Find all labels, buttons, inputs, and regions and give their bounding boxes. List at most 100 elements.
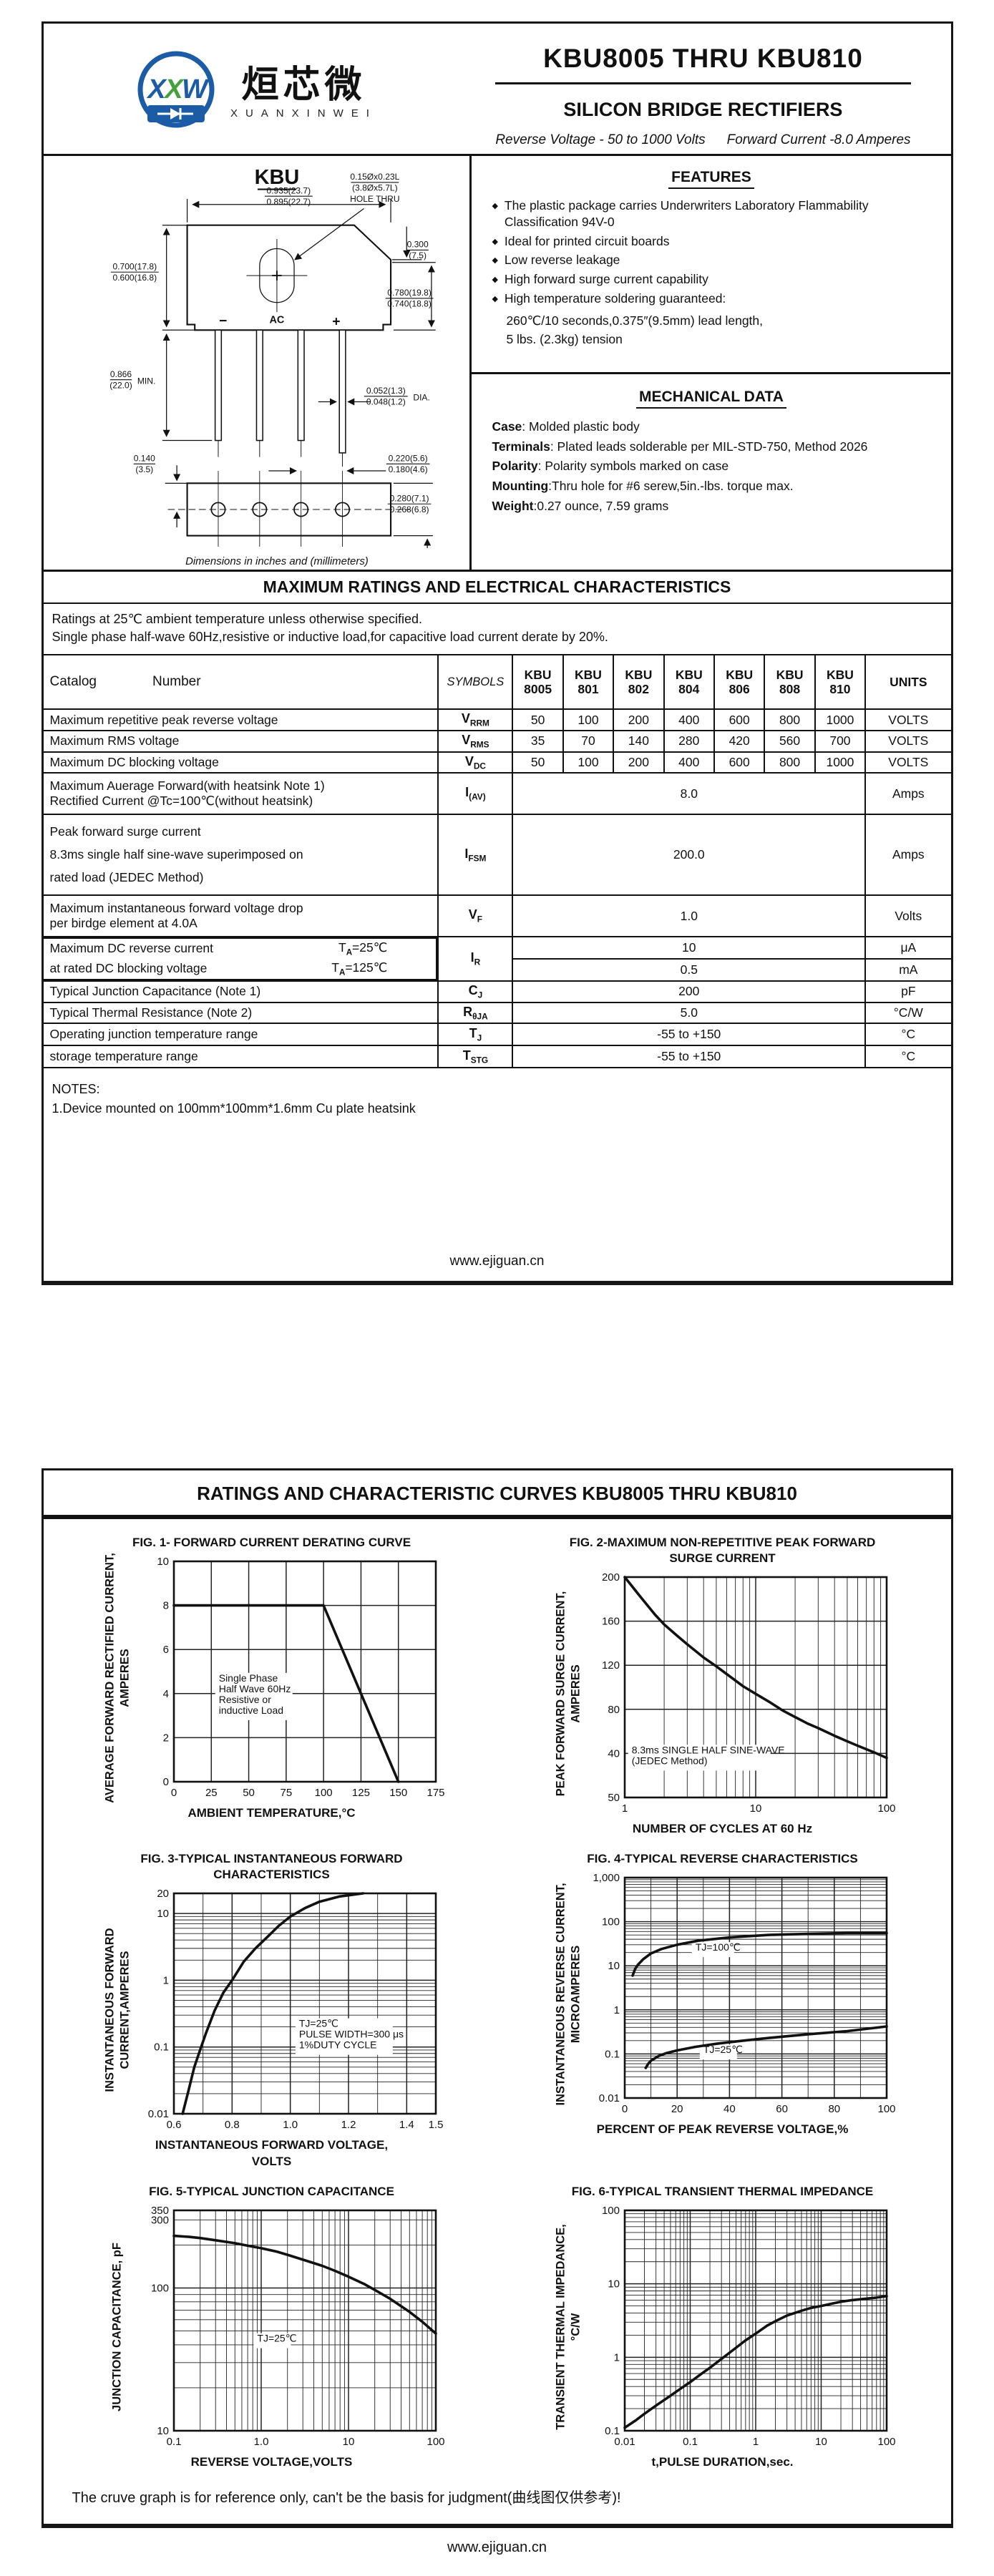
svg-text:1.4: 1.4 xyxy=(399,2119,414,2131)
svg-text:10: 10 xyxy=(815,2436,827,2448)
svg-text:1.0: 1.0 xyxy=(283,2119,298,2131)
ratings-conditions: Ratings at 25℃ ambient temperature unles… xyxy=(52,612,608,645)
svg-text:(22.0): (22.0) xyxy=(110,380,132,390)
svg-text:1.5: 1.5 xyxy=(428,2119,443,2131)
feature-continuation: 260℃/10 seconds,0.375″(9.5mm) lead lengt… xyxy=(506,313,764,346)
svg-text:20: 20 xyxy=(157,1888,169,1900)
figure-1-title: FIG. 1- FORWARD CURRENT DERATING CURVE xyxy=(132,1536,411,1549)
figure-6-title: FIG. 6-TYPICAL TRANSIENT THERMAL IMPEDAN… xyxy=(571,2184,874,2198)
svg-text:0.180(4.6): 0.180(4.6) xyxy=(389,464,428,474)
svg-text:0: 0 xyxy=(170,1787,176,1799)
header: X X W 烜芯微 XUANXINWEI KBU8005 THRU KBU810… xyxy=(44,24,951,154)
datasheet-page-1: X X W 烜芯微 XUANXINWEI KBU8005 THRU KBU810… xyxy=(41,21,953,1285)
svg-text:0.048(1.2): 0.048(1.2) xyxy=(366,396,406,406)
svg-text:0.01: 0.01 xyxy=(147,2108,168,2120)
svg-text:0.140: 0.140 xyxy=(134,453,155,463)
table-row-tj: Operating junction temperature range TJ … xyxy=(43,1023,951,1047)
svg-text:TJ=25℃: TJ=25℃ xyxy=(298,2018,338,2029)
mech-polarity: Polarity: Polarity symbols marked on cas… xyxy=(492,459,729,474)
svg-text:50: 50 xyxy=(608,1792,620,1804)
table-row-vf: Maximum instantaneous forward voltage dr… xyxy=(43,894,951,938)
svg-text:TJ=25℃: TJ=25℃ xyxy=(257,2332,296,2343)
svg-text:100: 100 xyxy=(150,2282,168,2294)
device-type-subtitle: SILICON BRIDGE RECTIFIERS xyxy=(563,99,843,120)
svg-text:10: 10 xyxy=(157,2425,169,2437)
svg-text:4: 4 xyxy=(162,1688,168,1700)
figure-6-y-axis-label: TRANSIENT THERMAL IMPEDANCE, °C/W xyxy=(553,2223,582,2430)
svg-text:200: 200 xyxy=(601,1571,619,1584)
ratings-tagline: Reverse Voltage - 50 to 1000 Volts Forwar… xyxy=(495,132,911,147)
company-name-chinese: 烜芯微 xyxy=(241,64,366,106)
figure-3: FIG. 3-TYPICAL INSTANTANEOUS FORWARD CHAR… xyxy=(47,1851,497,2169)
diamond-bullet-icon: ◆ xyxy=(492,237,498,246)
table-row-ir-125c: at rated DC blocking voltage TA=125℃ 0.5 … xyxy=(43,958,951,982)
svg-text:80: 80 xyxy=(828,2103,840,2115)
svg-text:10: 10 xyxy=(608,2278,620,2290)
svg-text:0.220(5.6): 0.220(5.6) xyxy=(389,453,428,463)
table-row-vdc: Maximum DC blocking voltage VDC 50 100 200… xyxy=(43,751,951,774)
svg-text:40: 40 xyxy=(608,1748,620,1760)
part-number-title: KBU8005 THRU KBU810 xyxy=(543,44,863,73)
features-mechanical-column: FEATURES ◆ The plastic package carries Un… xyxy=(469,156,951,570)
svg-text:0.300: 0.300 xyxy=(407,240,429,250)
figure-5: FIG. 5-TYPICAL JUNCTION CAPACITANCE JUNC… xyxy=(47,2184,497,2470)
svg-text:125: 125 xyxy=(351,1787,369,1799)
features-box: FEATURES ◆ The plastic package carries Un… xyxy=(472,156,950,372)
svg-text:160: 160 xyxy=(601,1616,619,1628)
svg-text:(7.5): (7.5) xyxy=(409,250,427,260)
svg-text:20: 20 xyxy=(671,2103,683,2115)
website-link[interactable]: www.ejiguan.cn xyxy=(447,2539,547,2555)
figure-1-y-axis-label: AVERAGE FORWARD RECTIFIED CURRENT, AMPERE… xyxy=(102,1553,131,1803)
datasheet-page-2: RATINGS AND CHARACTERISTIC CURVES KBU800… xyxy=(41,1468,953,2528)
polarity-ac-label: AC xyxy=(270,315,285,326)
svg-text:Half Wave 60Hz: Half Wave 60Hz xyxy=(218,1683,291,1694)
svg-text:0.1: 0.1 xyxy=(154,2041,169,2054)
svg-text:10: 10 xyxy=(157,1556,169,1568)
figure-3-x-axis-label: INSTANTANEOUS FORWARD VOLTAGE, VOLTS xyxy=(155,2138,389,2168)
website-link[interactable]: www.ejiguan.cn xyxy=(449,1254,545,1269)
svg-text:150: 150 xyxy=(389,1787,407,1799)
svg-text:0: 0 xyxy=(162,1776,168,1788)
notes-section: NOTES: 1.Device mounted on 100mm*100mm*1… xyxy=(44,1068,951,1123)
logo-icon: X X W xyxy=(137,51,215,128)
part-column-header: KBU 806 xyxy=(713,654,766,711)
part-column-header: KBU 804 xyxy=(663,654,715,711)
mechanical-data-box: MECHANICAL DATA Case: Molded plastic bod… xyxy=(472,372,951,570)
figure-4-title: FIG. 4-TYPICAL REVERSE CHARACTERISTICS xyxy=(587,1852,858,1866)
part-column-header: KBU 810 xyxy=(814,654,867,711)
svg-text:0.866: 0.866 xyxy=(110,369,132,379)
part-column-header: KBU 808 xyxy=(764,654,816,711)
diamond-bullet-icon: ◆ xyxy=(492,256,498,265)
svg-text:1: 1 xyxy=(752,2436,758,2448)
svg-text:60: 60 xyxy=(776,2103,788,2115)
figure-1-x-axis-label: AMBIENT TEMPERATURE,°C xyxy=(187,1806,356,1820)
svg-text:0.6: 0.6 xyxy=(166,2119,181,2131)
svg-text:10: 10 xyxy=(342,2436,354,2448)
package-drawing-column: KBU xyxy=(44,156,470,570)
svg-text:0.8: 0.8 xyxy=(224,2119,239,2131)
title-block: KBU8005 THRU KBU810 SILICON BRIDGE RECTI… xyxy=(461,36,945,148)
symbols-header: SYMBOLS xyxy=(437,654,514,711)
svg-text:0.935(23.7): 0.935(23.7) xyxy=(267,185,311,195)
svg-text:inductive Load: inductive Load xyxy=(218,1704,283,1716)
table-row-vrrm: Maximum repetitive peak reverse voltage … xyxy=(43,708,951,731)
svg-text:8.3ms SINGLE HALF SINE-WAVE: 8.3ms SINGLE HALF SINE-WAVE xyxy=(631,1745,784,1756)
curve-disclaimer: The cruve graph is for reference only, c… xyxy=(72,2489,621,2506)
svg-text:75: 75 xyxy=(280,1787,292,1799)
figure-3-y-axis-label: INSTANTANEOUS FORWARD CURRENT,AMPERES xyxy=(102,1928,131,2093)
svg-text:1: 1 xyxy=(613,2004,619,2016)
svg-text:120: 120 xyxy=(601,1659,619,1672)
feature-item: ◆ Ideal for printed circuit boards xyxy=(492,233,670,248)
svg-text:(JEDEC Method): (JEDEC Method) xyxy=(631,1755,707,1767)
diamond-bullet-icon: ◆ xyxy=(492,202,498,210)
title-divider xyxy=(494,82,912,84)
svg-text:0.600(16.8): 0.600(16.8) xyxy=(113,273,157,283)
table-row-ifsm: Peak forward surge current 8.3ms single h… xyxy=(43,814,951,897)
figure-4-plot: TJ=100℃ TJ=25℃ 0 20 40 60 80 100 0.01 0.1 1 10 100 1,… xyxy=(593,1872,895,2115)
polarity-minus-label: − xyxy=(220,314,228,329)
svg-text:Single Phase: Single Phase xyxy=(218,1672,278,1684)
table-row-ir-25c: Maximum DC reverse current TA=25℃ IR 10 μ… xyxy=(43,936,951,982)
figure-4-y-axis-label: INSTANTANEOUS REVERSE CURRENT, MICROAMPER… xyxy=(553,1883,582,2106)
